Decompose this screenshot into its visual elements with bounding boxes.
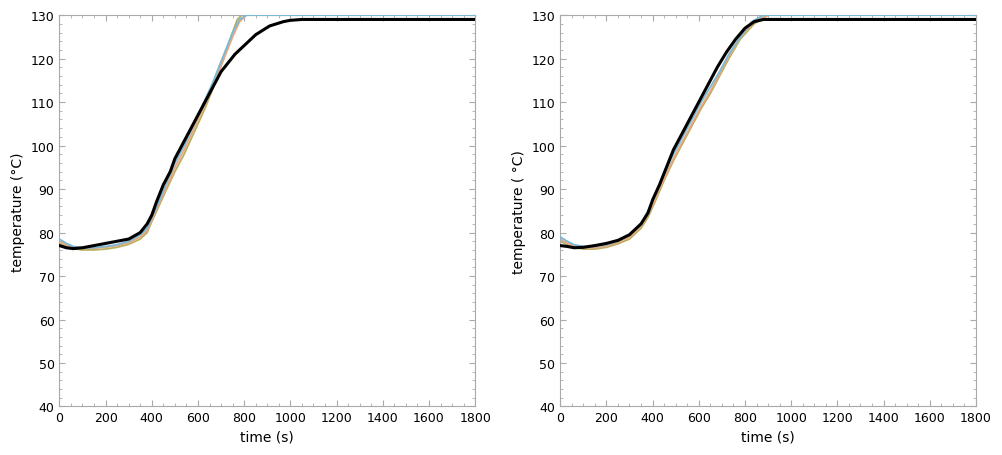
Y-axis label: temperature ( °C): temperature ( °C) [511, 150, 525, 273]
X-axis label: time (s): time (s) [240, 430, 294, 444]
X-axis label: time (s): time (s) [740, 430, 795, 444]
Y-axis label: temperature (°C): temperature (°C) [11, 152, 25, 271]
